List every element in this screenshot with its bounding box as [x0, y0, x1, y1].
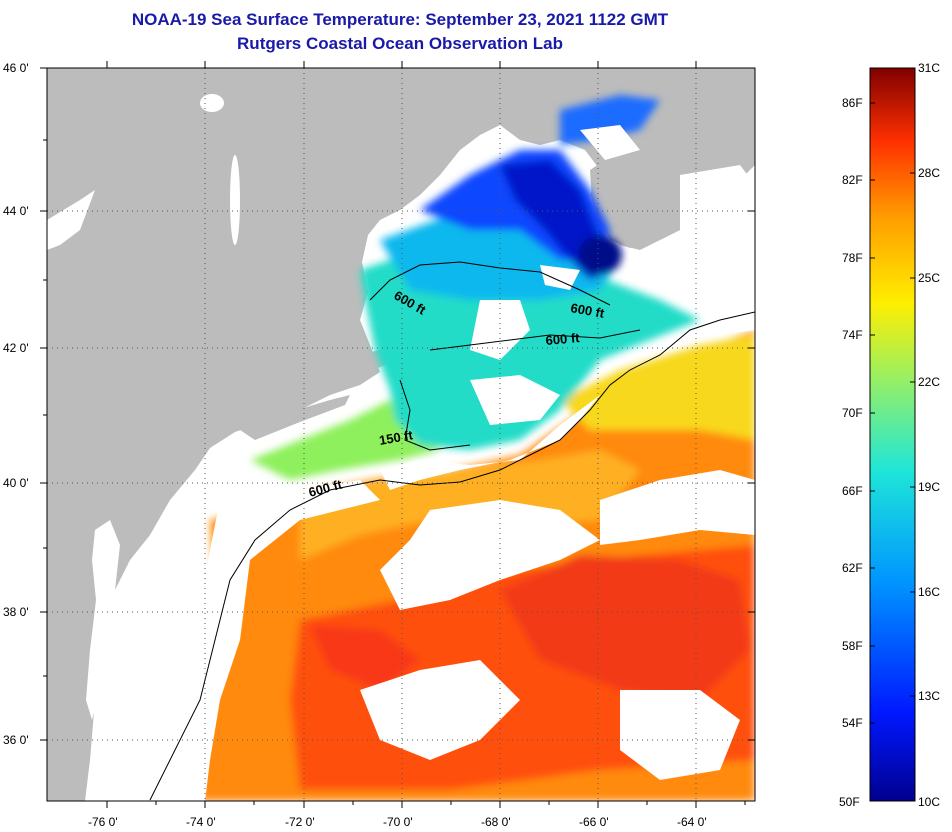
colorbar-label-f: 50F [839, 795, 860, 809]
lat-tick-label: 42 0' [3, 341, 29, 355]
land-mass [47, 68, 755, 801]
lon-tick-label: -66 0' [579, 815, 609, 829]
colorbar-label-c: 16C [918, 585, 940, 599]
lon-tick-label: -70 0' [383, 815, 413, 829]
graticule [47, 68, 755, 801]
long-island [240, 395, 350, 440]
contour-label: 150 ft [378, 427, 415, 448]
colorbar-f-ticks [870, 67, 915, 724]
colorbar [869, 67, 916, 802]
colorbar-label-f: 74F [842, 328, 863, 342]
colorbar-label-f: 82F [842, 173, 863, 187]
lat-tick-label: 44 0' [3, 204, 29, 218]
lake [200, 94, 224, 112]
colorbar-label-f: 58F [842, 639, 863, 653]
ticks [40, 61, 755, 808]
colorbar-label-f: 70F [842, 406, 863, 420]
lon-tick-label: -74 0' [186, 815, 216, 829]
colorbar-label-f: 86F [842, 96, 863, 110]
map-subtitle: Rutgers Coastal Ocean Observation Lab [237, 34, 563, 53]
colorbar-label-c: 25C [918, 271, 940, 285]
contour-label: 600 ft [545, 330, 581, 348]
colorbar-label-c: 19C [918, 480, 940, 494]
nova-scotia [590, 100, 755, 248]
lake [47, 190, 95, 250]
colorbar-label-c: 22C [918, 375, 940, 389]
lat-tick-label: 36 0' [3, 733, 29, 747]
map-title: NOAA-19 Sea Surface Temperature: Septemb… [131, 10, 669, 29]
chesapeake-bay [86, 520, 120, 720]
lake [230, 155, 240, 245]
colorbar-label-c: 28C [918, 166, 940, 180]
colorbar-label-c: 31C [918, 61, 940, 75]
lon-tick-label: -72 0' [285, 815, 315, 829]
depth-contours [149, 261, 755, 801]
map-frame [46, 67, 756, 802]
colorbar-label-c: 10C [918, 795, 940, 809]
colorbar-label-c: 13C [918, 689, 940, 703]
colorbar-label-f: 78F [842, 251, 863, 265]
colorbar-label-f: 66F [842, 484, 863, 498]
lon-tick-label: -76 0' [88, 815, 118, 829]
colorbar-label-f: 54F [842, 716, 863, 730]
cloud-cover [180, 125, 755, 801]
lat-tick-label: 40 0' [3, 476, 29, 490]
lat-tick-label: 46 0' [3, 61, 29, 75]
contour-label: 600 ft [569, 300, 606, 321]
lon-tick-label: -64 0' [677, 815, 707, 829]
lon-tick-label: -68 0' [481, 815, 511, 829]
colorbar-label-f: 62F [842, 561, 863, 575]
lat-tick-label: 38 0' [3, 605, 29, 619]
